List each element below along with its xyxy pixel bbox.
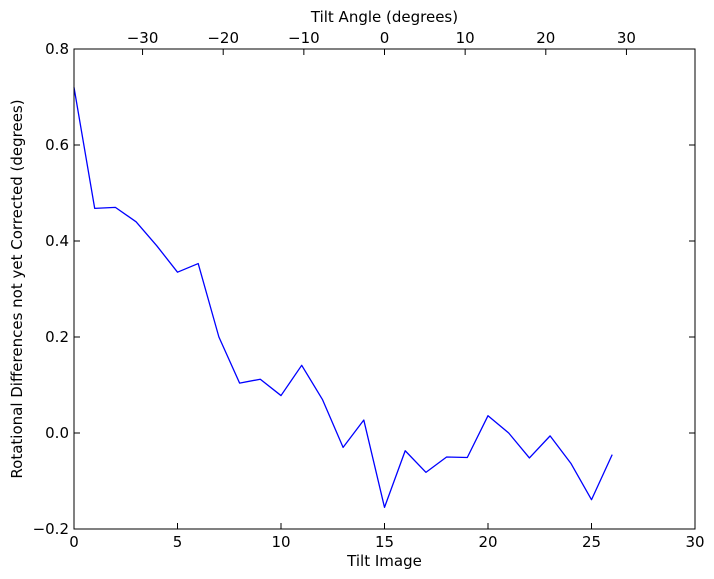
x-tick-label: 25 (582, 533, 601, 551)
y-tick-label: 0.2 (45, 328, 69, 346)
y-tick-label: 0.0 (45, 424, 69, 442)
x-tick-label: 30 (685, 533, 704, 551)
label-layer: 0 5 10 15 20 25 30 −30 −20 −10 0 10 20 30 −0.2 0.0 0.2 0.… (33, 29, 705, 551)
y-axis-label: Rotational Differences not yet Corrected… (8, 99, 26, 478)
top-x-tick-label: −20 (207, 29, 239, 47)
series-line (73, 87, 613, 509)
tick-layer (73, 48, 696, 530)
top-x-tick-label: 20 (536, 29, 555, 47)
plot-frame (73, 48, 696, 530)
top-x-tick-label: 30 (617, 29, 636, 47)
x-axis-label: Tilt Image (346, 552, 422, 570)
x-tick-label: 0 (69, 533, 79, 551)
x-tick-label: 15 (375, 533, 394, 551)
top-x-axis-label: Tilt Angle (degrees) (310, 8, 458, 26)
y-tick-label: 0.8 (45, 40, 69, 58)
top-x-tick-label: −30 (127, 29, 159, 47)
x-tick-label: 10 (271, 533, 290, 551)
y-tick-label: 0.4 (45, 232, 69, 250)
x-tick-label: 5 (173, 533, 183, 551)
top-x-tick-label: 0 (380, 29, 390, 47)
x-tick-label: 20 (478, 533, 497, 551)
top-x-tick-label: 10 (456, 29, 475, 47)
top-x-tick-label: −10 (288, 29, 320, 47)
y-tick-label: −0.2 (33, 520, 69, 538)
y-tick-label: 0.6 (45, 136, 69, 154)
